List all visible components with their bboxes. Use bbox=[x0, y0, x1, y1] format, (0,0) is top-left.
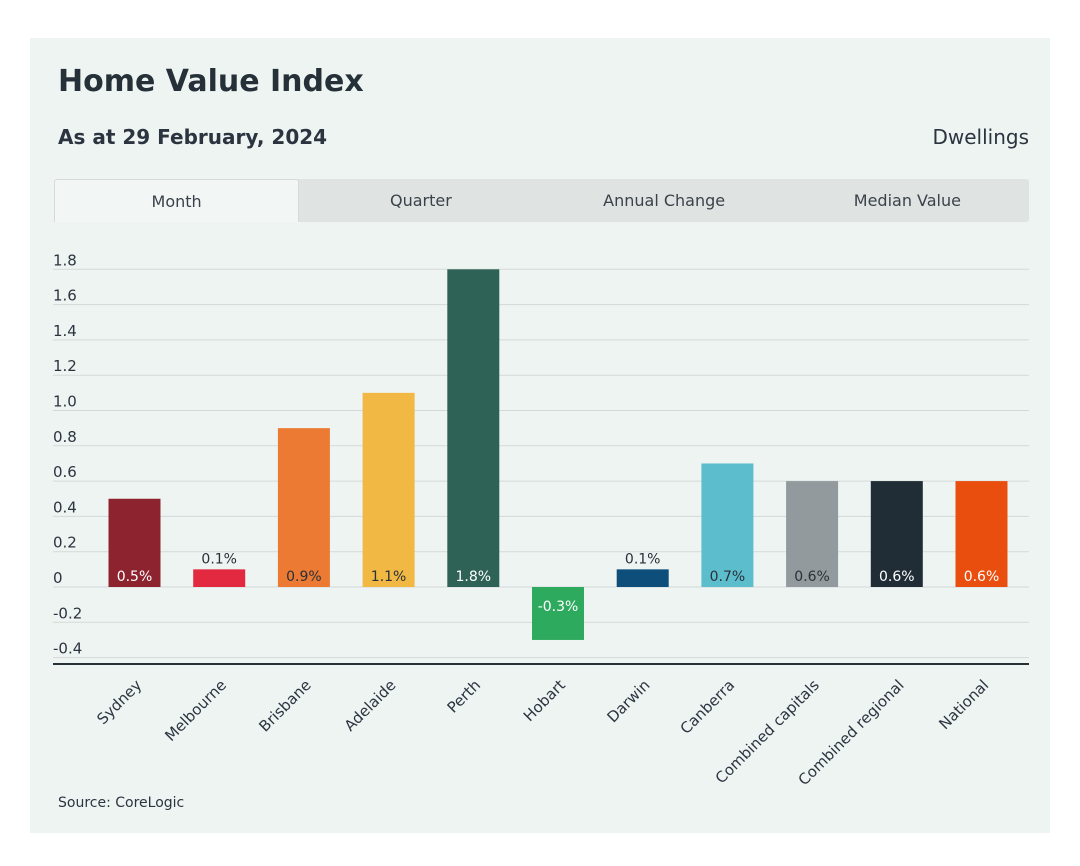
page-title: Home Value Index bbox=[58, 64, 364, 99]
y-tick-label: 0.6 bbox=[53, 463, 77, 481]
bar bbox=[108, 498, 161, 587]
bar bbox=[616, 569, 669, 587]
data-label: 0.5% bbox=[117, 569, 153, 585]
dwellings-label: Dwellings bbox=[932, 125, 1029, 149]
x-tick-label: Hobart bbox=[520, 676, 569, 725]
bar bbox=[447, 269, 500, 587]
data-label: 0.1% bbox=[625, 551, 661, 567]
bar bbox=[362, 392, 415, 587]
data-label: 0.7% bbox=[710, 569, 746, 585]
data-label: 1.8% bbox=[456, 569, 492, 585]
x-tick-label: Perth bbox=[444, 676, 485, 717]
bar bbox=[955, 481, 1008, 587]
y-tick-label: -0.2 bbox=[53, 604, 82, 622]
x-tick-label: Sydney bbox=[93, 676, 145, 728]
x-tick-label: National bbox=[935, 676, 992, 733]
bar bbox=[870, 481, 923, 587]
tab-bar: Month Quarter Annual Change Median Value bbox=[54, 179, 1029, 222]
x-tick-label: Adelaide bbox=[341, 676, 400, 735]
tab-annual-change[interactable]: Annual Change bbox=[603, 191, 726, 210]
y-tick-label: -0.4 bbox=[53, 640, 82, 658]
x-tick-label: Melbourne bbox=[161, 676, 230, 745]
bar bbox=[701, 463, 754, 587]
x-tick-label: Canberra bbox=[677, 676, 739, 738]
y-tick-label: 0.2 bbox=[53, 534, 77, 552]
y-tick-label: 0.8 bbox=[53, 428, 77, 446]
y-tick-label: 0 bbox=[53, 569, 63, 587]
bar bbox=[786, 481, 839, 587]
data-label: 0.6% bbox=[964, 569, 1000, 585]
tab-quarter[interactable]: Quarter bbox=[389, 191, 452, 210]
y-tick-label: 1.8 bbox=[53, 251, 77, 269]
data-label: 0.6% bbox=[794, 569, 830, 585]
data-label: 0.1% bbox=[201, 551, 237, 567]
y-tick-label: 1.2 bbox=[53, 357, 77, 375]
chart-card: Home Value Index As at 29 February, 2024… bbox=[30, 38, 1050, 833]
bar bbox=[193, 569, 246, 587]
date-subtitle: As at 29 February, 2024 bbox=[58, 125, 328, 149]
tab-median-value[interactable]: Median Value bbox=[853, 191, 961, 210]
source-note: Source: CoreLogic bbox=[58, 795, 185, 811]
y-tick-label: 1.0 bbox=[53, 393, 77, 411]
data-label: 1.1% bbox=[371, 569, 407, 585]
y-tick-label: 1.6 bbox=[53, 287, 77, 305]
y-tick-label: 0.4 bbox=[53, 498, 77, 516]
data-label: -0.3% bbox=[538, 599, 579, 615]
bar bbox=[277, 428, 330, 587]
tab-month[interactable]: Month bbox=[54, 179, 300, 222]
x-tick-label: Brisbane bbox=[255, 676, 314, 735]
y-tick-label: 1.4 bbox=[53, 322, 77, 340]
x-tick-label: Darwin bbox=[603, 676, 653, 726]
data-label: 0.9% bbox=[286, 569, 322, 585]
data-label: 0.6% bbox=[879, 569, 915, 585]
bar bbox=[532, 587, 584, 640]
